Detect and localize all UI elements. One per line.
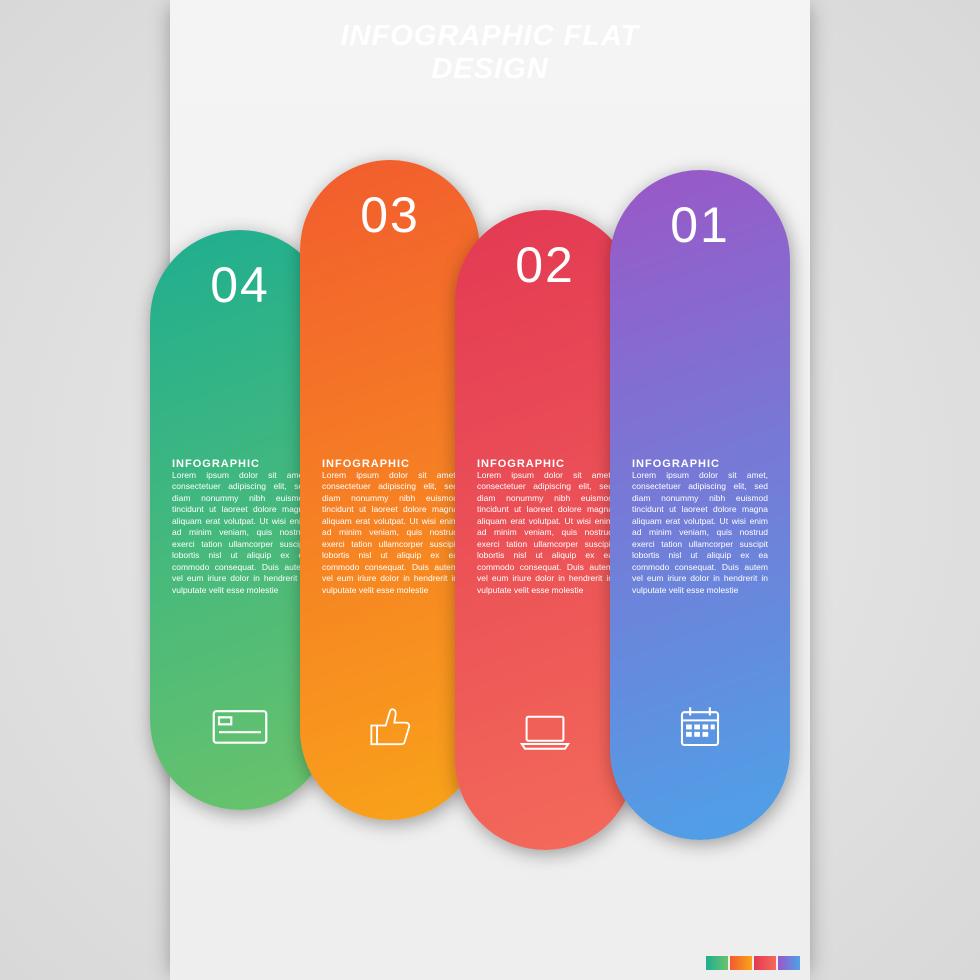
pill-number: 02 [477, 240, 613, 290]
swatch-1 [706, 956, 728, 970]
pill-text: INFOGRAPHIC Lorem ipsum dolor sit amet, … [477, 450, 613, 596]
swatch-3 [754, 956, 776, 970]
pill-heading: INFOGRAPHIC [322, 458, 458, 470]
pill-body: Lorem ipsum dolor sit amet, consectetuer… [632, 470, 768, 596]
pill-heading: INFOGRAPHIC [632, 458, 768, 470]
pill-text: INFOGRAPHIC Lorem ipsum dolor sit amet, … [172, 450, 308, 596]
pill-heading: INFOGRAPHIC [172, 458, 308, 470]
pill-number: 01 [632, 200, 768, 250]
pill-body: Lorem ipsum dolor sit amet, consectetuer… [172, 470, 308, 596]
pill-number: 03 [322, 190, 458, 240]
thumbs-up-icon [300, 704, 480, 750]
color-swatches [706, 956, 800, 970]
pill-text: INFOGRAPHIC Lorem ipsum dolor sit amet, … [322, 450, 458, 596]
pills-area: 04 INFOGRAPHIC Lorem ipsum dolor sit ame… [170, 150, 810, 870]
pill-02: 02 INFOGRAPHIC Lorem ipsum dolor sit ame… [455, 210, 635, 850]
laptop-icon [455, 709, 635, 755]
pill-number: 04 [172, 260, 308, 310]
pill-body: Lorem ipsum dolor sit amet, consectetuer… [322, 470, 458, 596]
pill-01: 01 INFOGRAPHIC Lorem ipsum dolor sit ame… [610, 170, 790, 840]
pill-03: 03 INFOGRAPHIC Lorem ipsum dolor sit ame… [300, 160, 480, 820]
pill-text: INFOGRAPHIC Lorem ipsum dolor sit amet, … [632, 450, 768, 596]
pill-body: Lorem ipsum dolor sit amet, consectetuer… [477, 470, 613, 596]
swatch-2 [730, 956, 752, 970]
page-title: INFOGRAPHIC FLAT DESIGN [170, 20, 810, 86]
calendar-icon [610, 704, 790, 750]
infographic-canvas: INFOGRAPHIC FLAT DESIGN 04 INFOGRAPHIC L… [170, 0, 810, 980]
pill-heading: INFOGRAPHIC [477, 458, 613, 470]
swatch-4 [778, 956, 800, 970]
